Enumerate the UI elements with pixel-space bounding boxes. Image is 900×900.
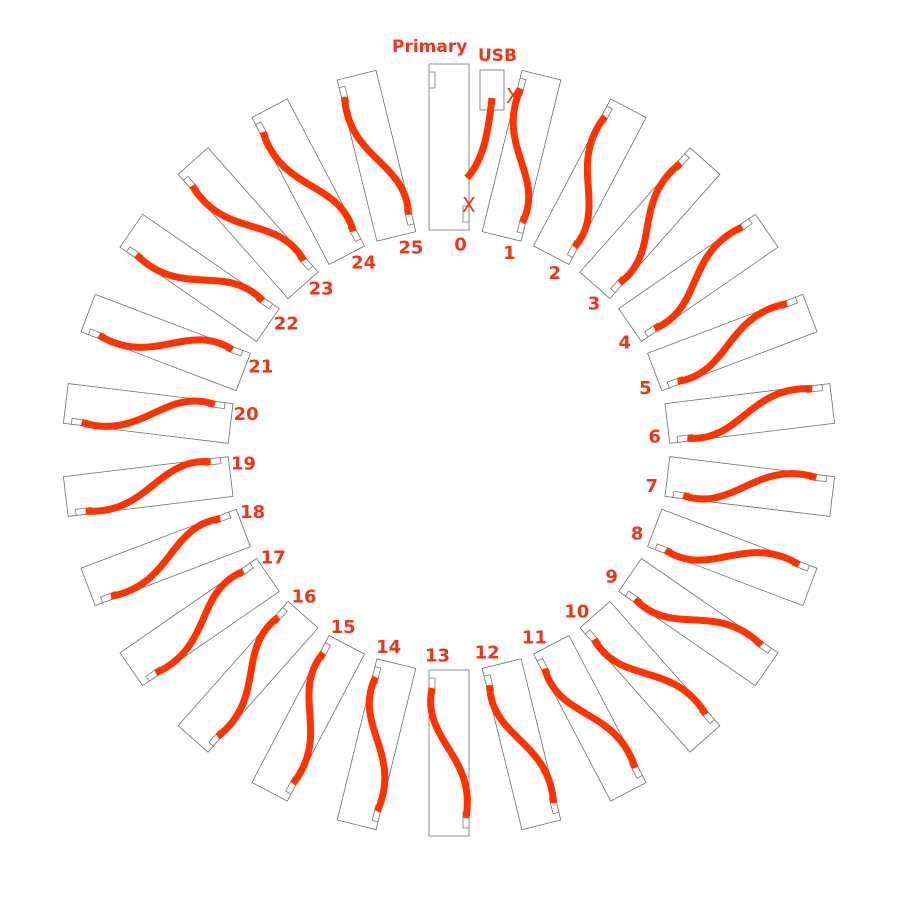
wire-16 — [215, 614, 281, 740]
position-label-2: 2 — [549, 263, 562, 284]
wire-23 — [189, 183, 307, 263]
wire-22 — [134, 252, 266, 304]
wire-1 — [509, 87, 533, 225]
position-label-10: 10 — [564, 602, 589, 623]
position-label-8: 8 — [631, 524, 644, 545]
wire-25 — [340, 96, 412, 216]
wire-5 — [676, 300, 788, 385]
usb-wire — [464, 97, 496, 181]
wire-17 — [154, 567, 245, 677]
position-label-22: 22 — [274, 314, 299, 335]
wire-13 — [427, 687, 471, 819]
wire-7 — [682, 470, 818, 503]
wire-18 — [110, 515, 222, 600]
panel-ring — [62, 63, 836, 837]
position-label-9: 9 — [605, 566, 618, 587]
position-label-12: 12 — [475, 643, 500, 664]
position-0-no-connection-mark: X — [462, 193, 476, 217]
position-label-7: 7 — [646, 476, 659, 497]
position-label-19: 19 — [231, 453, 256, 474]
wire-2 — [571, 114, 608, 250]
wire-9 — [632, 596, 764, 648]
wire-19 — [85, 458, 211, 515]
position-label-5: 5 — [639, 378, 652, 399]
position-label-23: 23 — [309, 278, 334, 299]
position-label-16: 16 — [291, 586, 316, 607]
wire-15 — [290, 650, 327, 786]
position-label-15: 15 — [331, 617, 356, 638]
position-label-18: 18 — [240, 502, 265, 523]
wire-20 — [80, 397, 216, 430]
wire-12 — [486, 684, 558, 804]
wire-6 — [687, 385, 813, 442]
wire-group — [80, 87, 818, 819]
wire-21 — [97, 332, 235, 353]
wire-4 — [653, 223, 744, 333]
position-label-6: 6 — [648, 427, 661, 448]
position-label-0: 0 — [454, 234, 467, 255]
position-label-24: 24 — [351, 253, 376, 274]
primary-label: Primary — [392, 37, 467, 57]
position-label-4: 4 — [619, 333, 632, 354]
wire-8 — [663, 547, 801, 568]
position-label-21: 21 — [248, 356, 273, 377]
usb-label: USB — [478, 46, 517, 66]
panel-0-outer-tab — [428, 71, 436, 89]
position-label-13: 13 — [425, 646, 450, 667]
position-label-20: 20 — [234, 404, 259, 425]
wire-11 — [541, 667, 639, 770]
wire-10 — [591, 637, 709, 717]
usb-no-connection-mark: X — [506, 84, 520, 108]
position-label-3: 3 — [588, 294, 601, 315]
position-label-14: 14 — [376, 637, 401, 658]
position-label-25: 25 — [398, 238, 423, 259]
panel-0 — [428, 63, 470, 231]
wire-24 — [259, 130, 357, 233]
wire-14 — [365, 675, 389, 813]
panel-0-inner-tab — [462, 205, 470, 223]
position-label-1: 1 — [503, 243, 516, 264]
position-label-11: 11 — [522, 628, 547, 649]
wire-3 — [617, 160, 683, 286]
label-group: 0 123456789101112131415161718192021222324… — [231, 234, 661, 666]
position-label-17: 17 — [261, 547, 286, 568]
